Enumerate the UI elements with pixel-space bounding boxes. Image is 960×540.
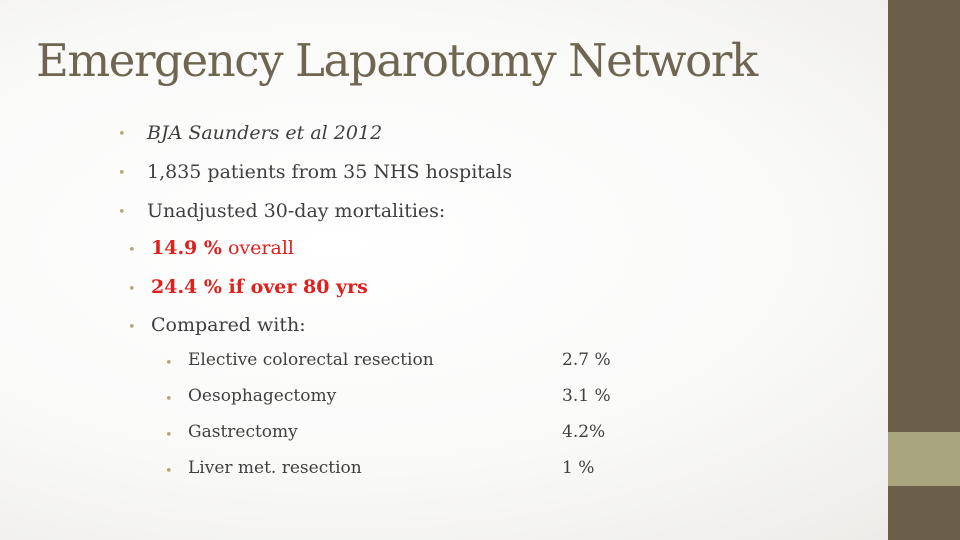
bullet-marker: • — [128, 320, 136, 335]
bullet-compared-with: Compared with: — [151, 314, 306, 336]
comparison-row: Elective colorectal resection — [188, 350, 434, 370]
overall-mortality-value: 14.9 % — [151, 237, 222, 259]
bullet-mortalities-heading: Unadjusted 30-day mortalities: — [147, 200, 446, 222]
comparison-mortality: 2.7 % — [562, 350, 611, 370]
comparison-row: Oesophagectomy — [188, 386, 336, 406]
bullet-marker: • — [118, 205, 126, 220]
comparison-row: Gastrectomy — [188, 422, 298, 442]
comparison-procedure: Gastrectomy — [188, 422, 298, 442]
comparison-procedure: Elective colorectal resection — [188, 350, 434, 370]
overall-mortality-label: overall — [221, 237, 294, 259]
bullet-study-reference: BJA Saunders et al 2012 — [147, 122, 383, 144]
bullet-marker: • — [165, 428, 173, 443]
bullet-patient-count: 1,835 patients from 35 NHS hospitals — [147, 161, 513, 183]
comparison-procedure: Liver met. resection — [188, 458, 362, 478]
bullet-over-80-mortality: 24.4 % if over 80 yrs — [151, 276, 368, 298]
comparison-mortality: 3.1 % — [562, 386, 611, 406]
comparison-mortality: 1 % — [562, 458, 595, 478]
comparison-procedure: Oesophagectomy — [188, 386, 337, 406]
bullet-marker: • — [165, 392, 173, 407]
bullet-overall-mortality: 14.9 % overall — [151, 237, 294, 259]
comparison-row: Liver met. resection — [188, 458, 362, 478]
comparison-mortality: 4.2% — [562, 422, 606, 442]
side-accent-block — [888, 432, 960, 486]
bullet-marker: • — [128, 243, 136, 258]
bullet-marker: • — [118, 127, 126, 142]
bullet-marker: • — [165, 356, 173, 371]
bullet-marker: • — [165, 464, 173, 479]
slide-title: Emergency Laparotomy Network — [36, 34, 758, 87]
bullet-marker: • — [118, 166, 126, 181]
bullet-marker: • — [128, 282, 136, 297]
